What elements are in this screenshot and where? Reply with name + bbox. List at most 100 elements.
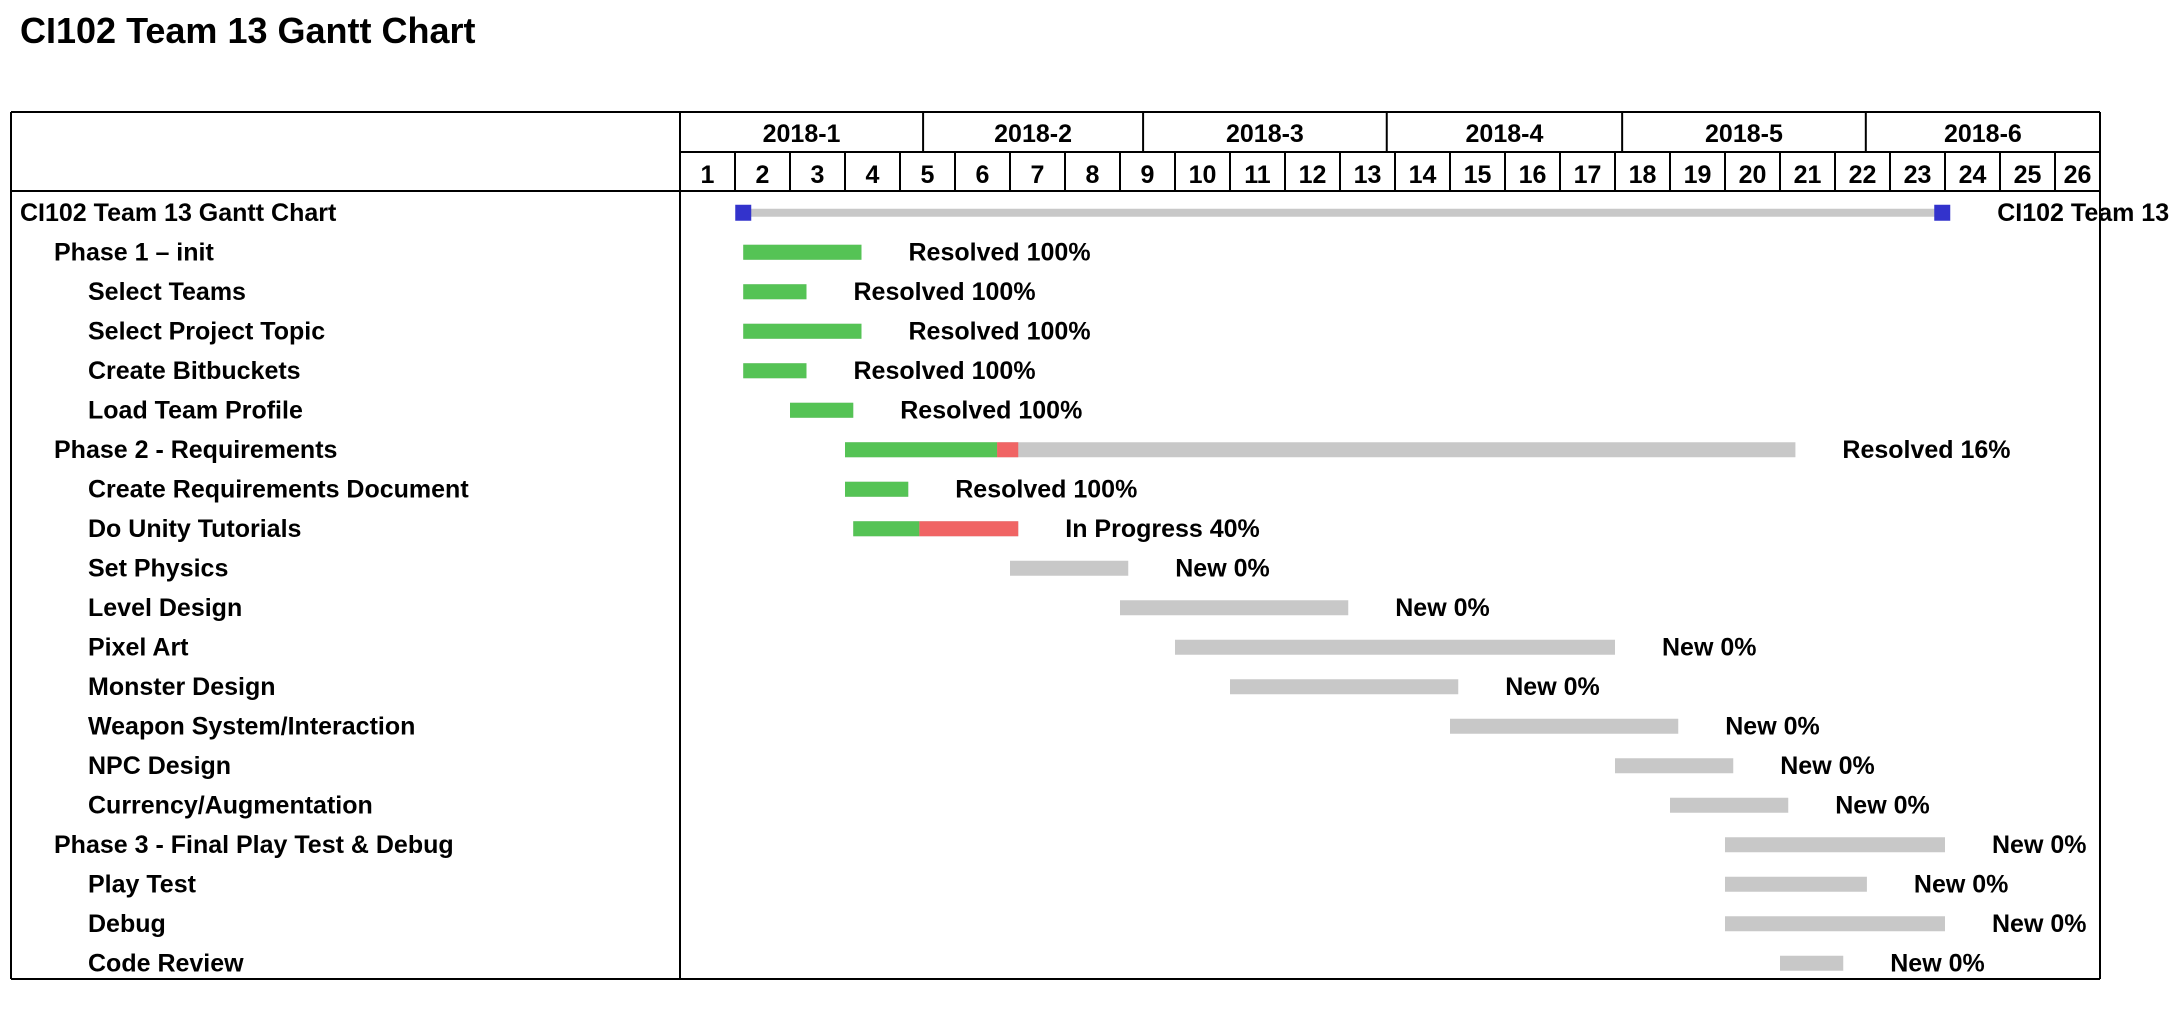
start-milestone — [735, 204, 752, 221]
task-name: Pixel Art — [88, 633, 189, 661]
week-label: 16 — [1519, 161, 1547, 189]
task-bar-remaining — [1670, 797, 1789, 813]
task-name: Level Design — [88, 594, 242, 622]
task-name: Currency/Augmentation — [88, 791, 373, 819]
task-bar-overdue — [997, 442, 1019, 458]
task-name: Code Review — [88, 949, 244, 977]
task-status-label: New 0% — [1725, 712, 1819, 740]
week-label: 21 — [1794, 161, 1822, 189]
task-bar-remaining — [1175, 639, 1615, 655]
month-label: 2018-3 — [1226, 120, 1304, 148]
week-label: 17 — [1574, 161, 1602, 189]
task-bar-done — [845, 481, 909, 497]
summary-end-label: CI102 Team 13 — [1997, 199, 2169, 227]
task-status-label: New 0% — [1505, 673, 1599, 701]
task-name: Phase 2 - Requirements — [54, 436, 337, 464]
week-label: 22 — [1849, 161, 1877, 189]
grid-layer — [10, 111, 2101, 980]
task-status-label: New 0% — [1914, 870, 2008, 898]
task-bar-done — [845, 442, 998, 458]
week-label: 12 — [1299, 161, 1327, 189]
week-label: 7 — [1031, 161, 1045, 189]
task-status-label: New 0% — [1992, 910, 2086, 938]
week-label: 5 — [921, 161, 935, 189]
month-label: 2018-5 — [1705, 120, 1783, 148]
task-bar-overdue — [919, 521, 1019, 537]
week-label: 6 — [976, 161, 990, 189]
week-label: 20 — [1739, 161, 1767, 189]
week-label: 14 — [1409, 161, 1437, 189]
task-name: Select Teams — [88, 278, 246, 306]
task-bar-done — [743, 363, 807, 379]
task-name: Phase 1 – init — [54, 238, 214, 266]
task-name: Create Bitbuckets — [88, 357, 301, 385]
week-label: 18 — [1629, 161, 1657, 189]
task-status-label: Resolved 16% — [1842, 436, 2010, 464]
task-status-label: Resolved 100% — [854, 357, 1036, 385]
task-status-label: New 0% — [1662, 633, 1756, 661]
task-status-label: New 0% — [1835, 791, 1929, 819]
task-status-label: New 0% — [1175, 554, 1269, 582]
task-name: Do Unity Tutorials — [88, 515, 301, 543]
task-status-label: New 0% — [1992, 831, 2086, 859]
task-name: Play Test — [88, 870, 197, 898]
month-label: 2018-6 — [1944, 120, 2022, 148]
task-bar-remaining — [1010, 560, 1129, 576]
task-status-label: New 0% — [1890, 949, 1984, 977]
week-label: 10 — [1189, 161, 1217, 189]
page-title: CI102 Team 13 Gantt Chart — [20, 10, 476, 51]
task-bar-remaining — [1120, 600, 1349, 616]
task-name: Select Project Topic — [88, 317, 325, 345]
task-name: Set Physics — [88, 554, 228, 582]
task-status-label: In Progress 40% — [1065, 515, 1260, 543]
summary-bar — [743, 208, 1943, 217]
task-name: Weapon System/Interaction — [88, 712, 415, 740]
task-status-label: Resolved 100% — [909, 238, 1091, 266]
month-label: 2018-4 — [1466, 120, 1544, 148]
task-name: Debug — [88, 910, 166, 938]
task-bar-remaining — [1230, 679, 1459, 695]
task-status-label: Resolved 100% — [909, 317, 1091, 345]
task-bar-remaining — [845, 442, 1796, 458]
week-label: 19 — [1684, 161, 1712, 189]
task-status-label: New 0% — [1395, 594, 1489, 622]
week-label: 24 — [1959, 161, 1987, 189]
week-label: 23 — [1904, 161, 1932, 189]
task-name: Load Team Profile — [88, 396, 303, 424]
task-bar-remaining — [1725, 876, 1867, 892]
task-bar-done — [743, 323, 862, 339]
task-name: Phase 3 - Final Play Test & Debug — [54, 831, 454, 859]
task-status-label: Resolved 100% — [900, 396, 1082, 424]
week-label: 4 — [866, 161, 880, 189]
bars-layer — [735, 204, 1951, 971]
task-name: CI102 Team 13 Gantt Chart — [20, 199, 337, 227]
task-bar-done — [743, 284, 807, 300]
task-name: NPC Design — [88, 752, 231, 780]
week-label: 11 — [1244, 161, 1271, 189]
task-bar-remaining — [1725, 916, 1945, 932]
week-label: 1 — [701, 161, 715, 189]
task-bar-done — [853, 521, 920, 537]
task-status-label: Resolved 100% — [854, 278, 1036, 306]
end-milestone — [1934, 204, 1951, 221]
week-label: 8 — [1086, 161, 1100, 189]
task-bar-remaining — [1450, 718, 1679, 734]
month-label: 2018-1 — [763, 120, 841, 148]
week-label: 3 — [811, 161, 825, 189]
task-bar-remaining — [1615, 758, 1734, 774]
task-status-label: New 0% — [1780, 752, 1874, 780]
task-name: Monster Design — [88, 673, 276, 701]
task-name: Create Requirements Document — [88, 475, 469, 503]
task-bar-remaining — [1725, 837, 1945, 853]
task-bar-done — [790, 402, 854, 418]
week-label: 9 — [1141, 161, 1155, 189]
week-label: 13 — [1354, 161, 1382, 189]
task-status-label: Resolved 100% — [955, 475, 1137, 503]
week-label: 26 — [2064, 161, 2092, 189]
week-label: 25 — [2014, 161, 2042, 189]
month-label: 2018-2 — [994, 120, 1072, 148]
week-label: 2 — [756, 161, 770, 189]
text-layer: 2018-1 2018-2 2018-3 2018-4 2018-5 2018-61 2 3 4… — [20, 120, 2169, 977]
task-bar-remaining — [1780, 955, 1844, 971]
